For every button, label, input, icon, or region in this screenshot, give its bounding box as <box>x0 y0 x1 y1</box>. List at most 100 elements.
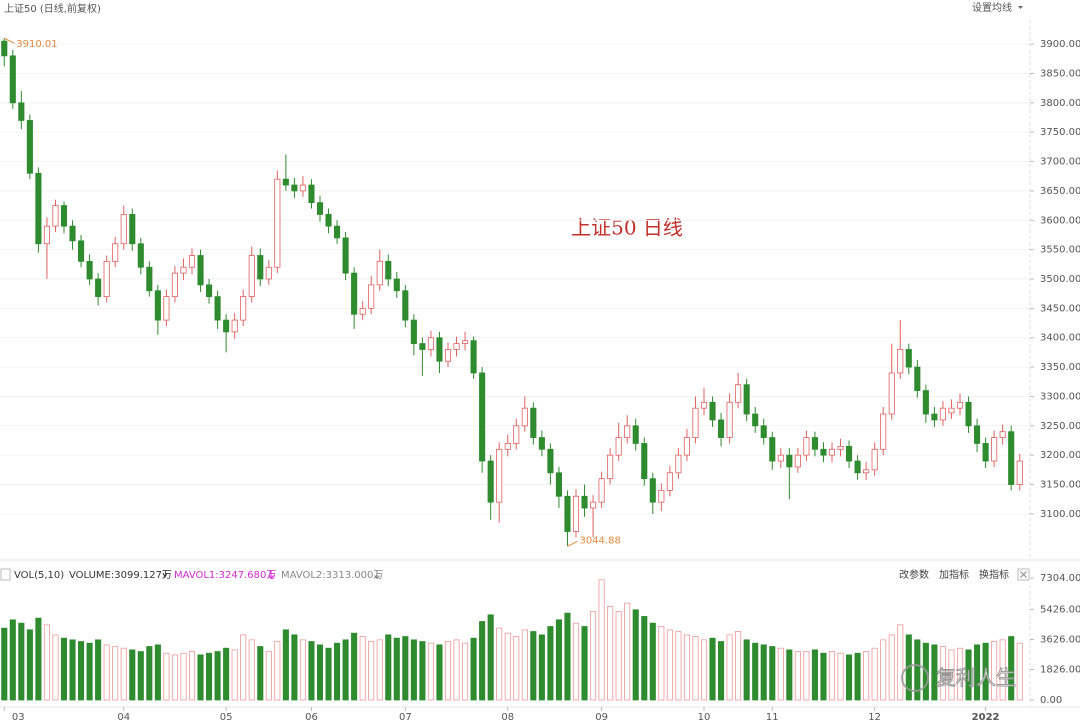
volume-bar <box>248 639 255 701</box>
candle-body <box>137 243 144 268</box>
volume-bar <box>436 644 443 701</box>
panel-button[interactable]: 换指标 <box>979 568 1009 581</box>
candle-body <box>334 225 341 239</box>
candle-body <box>991 437 998 462</box>
arrow-icon <box>268 570 274 580</box>
volume-bar <box>624 602 631 701</box>
x-tick-label: 11 <box>766 712 779 723</box>
volume-bar <box>52 634 59 701</box>
volume-bar <box>43 624 50 701</box>
panel-button[interactable]: 改参数 <box>899 568 929 581</box>
volume-bar <box>35 617 42 701</box>
candle-body <box>402 290 409 321</box>
volume-bar <box>146 646 153 701</box>
volume-bar <box>137 651 144 701</box>
candle-body <box>607 454 614 480</box>
volume-y-tick-label: 1826.00 <box>1040 665 1080 676</box>
candle-body <box>112 243 119 262</box>
x-tick-label: 12 <box>868 712 881 723</box>
volume-bar <box>513 636 520 701</box>
volume-bar <box>487 614 494 701</box>
candle-body <box>718 419 725 438</box>
volume-bar <box>555 619 562 701</box>
volume-bar <box>521 629 528 701</box>
volume-bar <box>666 629 673 701</box>
candle-body <box>462 340 469 344</box>
panel-button[interactable]: 加指标 <box>939 568 969 581</box>
x-tick-label: 08 <box>501 712 514 723</box>
candle-body <box>60 205 68 227</box>
volume-bar <box>359 636 366 701</box>
volume-bar <box>274 641 281 701</box>
volume-bar <box>547 626 554 701</box>
candle-body <box>837 445 844 450</box>
candle-body <box>163 296 170 321</box>
volume-bar <box>257 646 264 701</box>
volume-y-tick-label: 3626.00 <box>1040 634 1080 645</box>
volume-bar <box>129 649 136 701</box>
volume-readout: VOLUME:3099.127万 <box>69 570 172 581</box>
close-icon <box>1020 571 1027 578</box>
candle-body <box>931 413 938 421</box>
candle-body <box>897 349 904 374</box>
volume-bar <box>590 611 597 701</box>
close-button[interactable] <box>1017 568 1030 581</box>
candle-body <box>95 278 102 298</box>
candle-body <box>376 260 383 286</box>
candle-body <box>154 290 161 321</box>
candle-body <box>965 401 972 427</box>
volume-bar <box>214 651 221 701</box>
candle-body <box>700 401 708 409</box>
volume-bar <box>9 619 16 701</box>
candle-body <box>342 237 349 274</box>
candle-body <box>214 296 221 321</box>
volume-bar <box>948 649 955 701</box>
volume-bar <box>863 651 870 701</box>
volume-bar <box>965 649 972 701</box>
indicator-name: VOL(5,10) <box>14 570 64 581</box>
x-tick-label: 03 <box>12 712 25 723</box>
max-label: 3910.01 <box>16 39 57 50</box>
volume-bar <box>837 652 844 701</box>
volume-bar <box>564 612 571 701</box>
candle-body <box>811 437 818 450</box>
candle-body <box>521 407 528 427</box>
y-tick-label: 3300.00 <box>1040 391 1080 402</box>
volume-bar <box>410 639 417 701</box>
volume-bar <box>700 639 708 701</box>
candle-body <box>299 184 306 192</box>
volume-bar <box>334 642 341 701</box>
candle-body <box>735 384 742 403</box>
volume-bar <box>325 647 332 701</box>
candle-body <box>948 407 955 414</box>
volume-bar <box>26 629 33 701</box>
volume-bar <box>385 634 392 701</box>
settings-button[interactable]: 设置均线 <box>972 1 1012 14</box>
volume-bar <box>820 652 827 701</box>
volume-bar <box>265 651 272 701</box>
volume-bar <box>572 622 580 701</box>
candle-body <box>590 501 597 509</box>
candle-body <box>649 478 656 503</box>
y-tick-label: 3500.00 <box>1040 274 1080 285</box>
candle-body <box>487 460 494 503</box>
volume-bar <box>427 642 434 701</box>
candle-body <box>555 472 562 497</box>
x-tick-label: 05 <box>220 712 233 723</box>
volume-bar <box>777 647 784 701</box>
watermark-icon <box>901 664 929 692</box>
volume-bar <box>470 637 477 701</box>
candle-body <box>504 443 511 450</box>
help-icon[interactable] <box>0 568 11 581</box>
candle-body <box>479 372 486 462</box>
volume-bar <box>316 644 324 701</box>
volume-bar <box>240 634 247 701</box>
y-tick-label: 3350.00 <box>1040 362 1080 373</box>
candle-body <box>410 319 417 344</box>
candle-body <box>982 443 989 462</box>
volume-bar <box>197 654 204 701</box>
volume-bar <box>188 651 196 701</box>
volume-bar <box>206 652 213 701</box>
volume-bar <box>231 649 238 701</box>
